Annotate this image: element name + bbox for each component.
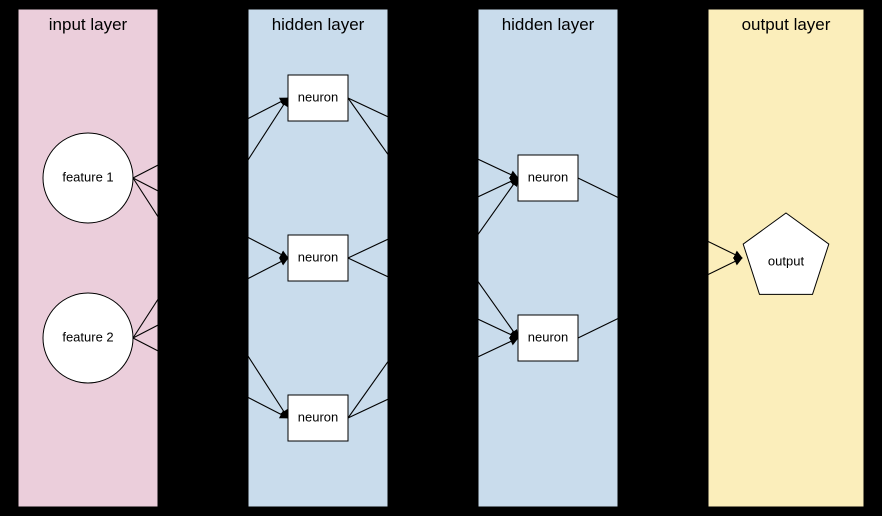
layer-label-input: input layer [49,15,128,34]
layer-label-hidden1: hidden layer [272,15,365,34]
node-label-f2: feature 2 [62,329,113,344]
node-label-h1a: neuron [298,89,338,104]
layer-label-hidden2: hidden layer [502,15,595,34]
layer-input [18,9,158,507]
node-label-out: output [768,253,805,268]
neural-network-diagram: input layer hidden layer hidden layer outpu… [0,0,882,516]
layer-label-output: output layer [742,15,831,34]
node-label-h2a: neuron [528,169,568,184]
node-label-h2b: neuron [528,329,568,344]
node-label-h1b: neuron [298,249,338,264]
node-label-h1c: neuron [298,409,338,424]
layer-hidden2 [478,9,618,507]
node-label-f1: feature 1 [62,169,113,184]
